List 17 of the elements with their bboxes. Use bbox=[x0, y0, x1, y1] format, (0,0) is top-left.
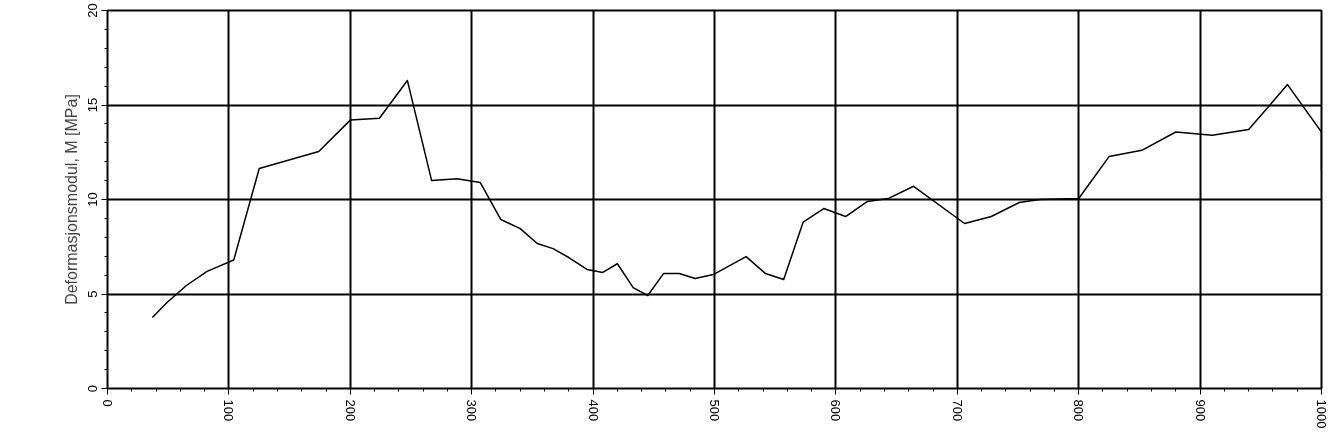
y-tick-label: 15 bbox=[84, 97, 100, 113]
y-tick-label: 20 bbox=[84, 3, 100, 18]
x-tick-label: 400 bbox=[585, 399, 601, 422]
y-axis-title: Deformasjonsmodul, M [MPa] bbox=[62, 94, 80, 305]
x-tick-label: 500 bbox=[707, 399, 722, 422]
x-tick-label: 200 bbox=[342, 399, 358, 422]
x-tick-label: 100 bbox=[221, 399, 237, 422]
x-tick-label: 300 bbox=[464, 399, 480, 422]
x-tick-label: 1000 bbox=[1314, 399, 1329, 429]
y-tick-label: 10 bbox=[84, 192, 100, 207]
x-tick-label: 900 bbox=[1192, 399, 1208, 422]
x-tick-label: 800 bbox=[1071, 399, 1087, 422]
x-tick-label: 600 bbox=[828, 399, 844, 422]
x-tick-label: 700 bbox=[949, 399, 965, 422]
y-tick-label: 5 bbox=[84, 290, 100, 298]
x-tick-label: 0 bbox=[100, 399, 115, 407]
y-tick-label: 0 bbox=[84, 384, 100, 393]
